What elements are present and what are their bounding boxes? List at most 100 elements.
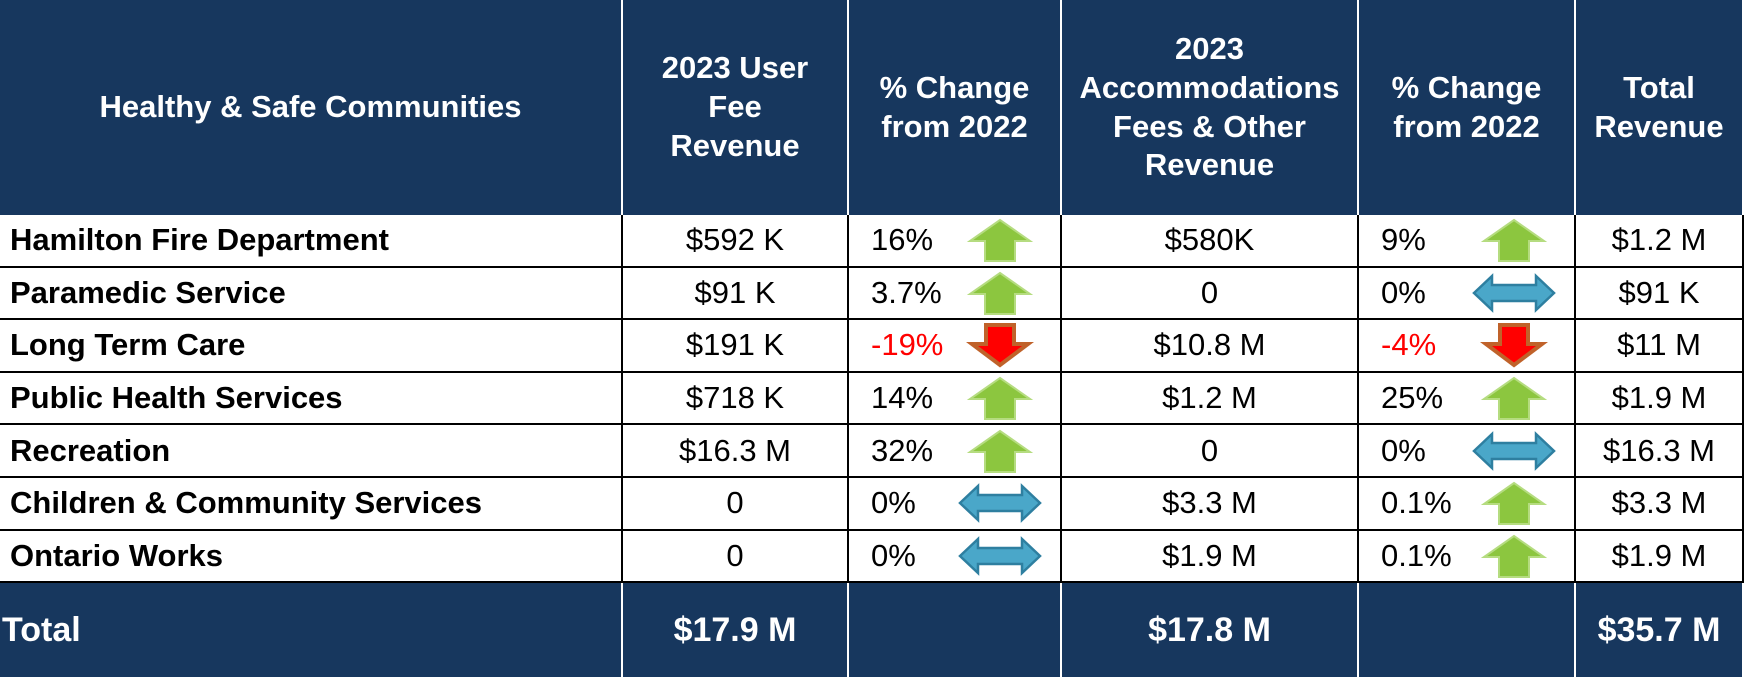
cell-text: $580K [1164,222,1255,258]
cell-text: 14% [871,380,934,416]
name-cell: Paramedic Service [0,267,623,321]
header-text: 2023 User [661,50,809,86]
trend-arrow [966,429,1034,473]
trend-arrow [966,219,1034,263]
name-cell: Public Health Services [0,372,623,426]
user-fee-change-cell: 32% [849,425,1062,478]
total-cell: Total [0,583,623,677]
total-cell: $35.7 M [1576,583,1744,677]
cell-text: $91 K [1618,274,1700,310]
user-fee-cell: 0 [623,530,849,584]
cell-text: Long Term Care [10,327,246,363]
total-text: $17.9 M [673,610,797,649]
cell-text: -19% [871,327,944,363]
cell-text: 0 [726,485,744,521]
trend-arrow [958,535,1042,576]
user-fee-change-cell: 0% [849,478,1062,531]
cell-text: $3.3 M [1611,485,1707,521]
total-cell: $17.9 M [623,583,849,677]
header-text: 2023 [1175,31,1244,66]
header-cell: 2023 User Fee Revenue [623,0,849,215]
trend-arrow [966,376,1034,421]
accommodations-cell: 0 [1062,267,1359,321]
total-text: $35.7 M [1597,610,1721,649]
trend-arrow [966,323,1034,368]
accommodations-change-cell: 0% [1359,425,1576,478]
header-text: Fee [708,89,762,125]
cell-text: $3.3 M [1162,485,1257,521]
total-cell: $1.2 M [1576,215,1744,268]
accommodations-change-cell: 0.1% [1359,530,1576,584]
cell-text: $91 K [694,274,776,310]
user-fee-cell: $191 K [623,320,849,373]
trend-arrow [1480,482,1548,526]
cell-text: 3.7% [871,274,942,310]
total-cell: $1.9 M [1576,530,1744,584]
user-fee-change-cell: 14% [849,372,1062,426]
cell-text: Public Health Services [10,380,343,416]
cell-text: 0 [1200,274,1219,310]
name-cell: Children & Community Services [0,478,623,531]
accommodations-cell: $1.9 M [1062,530,1359,584]
cell-text: 32% [871,432,934,468]
cell-text: $1.9 M [1611,537,1707,573]
accommodations-change-cell: 0.1% [1359,478,1576,531]
header-text: from 2022 [881,108,1028,144]
trend-arrow [958,483,1042,524]
cell-text: 0 [726,537,744,573]
accommodations-cell: $3.3 M [1062,478,1359,531]
header-cell: % Change from 2022 [1359,0,1576,215]
total-text: $17.8 M [1148,610,1271,649]
total-text: Total [2,610,81,649]
total-cell: $1.9 M [1576,372,1744,426]
header-text: Revenue [1144,147,1275,183]
user-fee-change-cell: 0% [849,530,1062,584]
accommodations-cell: $1.2 M [1062,372,1359,426]
total-cell [849,583,1062,677]
header-cell: 2023 Accommodations Fees & Other Revenue [1062,0,1359,215]
cell-text: 9% [1381,222,1426,258]
user-fee-change-cell: 16% [849,215,1062,268]
accommodations-change-cell: -4% [1359,320,1576,373]
user-fee-cell: $718 K [623,372,849,426]
accommodations-cell: 0 [1062,425,1359,478]
trend-arrow [1472,272,1556,313]
trend-arrow [1480,534,1548,578]
trend-arrow [1480,323,1548,368]
user-fee-cell: 0 [623,478,849,531]
cell-text: $1.2 M [1611,222,1707,258]
cell-text: 16% [871,222,934,258]
user-fee-cell: $16.3 M [623,425,849,478]
cell-text: 0% [1381,432,1426,468]
header-text: Fees & Other [1113,108,1306,144]
header-cell: % Change from 2022 [849,0,1062,215]
accommodations-cell: $10.8 M [1062,320,1359,373]
user-fee-change-cell: -19% [849,320,1062,373]
header-text: Revenue [670,127,800,163]
total-cell: $91 K [1576,267,1744,321]
cell-text: $191 K [685,327,785,363]
cell-text: 0.1% [1381,537,1452,573]
cell-text: $16.3 M [1602,432,1715,468]
cell-text: $11 M [1617,327,1701,363]
header-text: Revenue [1594,108,1724,144]
cell-text: 0 [1200,432,1219,468]
name-cell: Ontario Works [0,530,623,584]
header-text: Accommodations [1079,69,1340,105]
header-text: from 2022 [1393,108,1540,144]
total-cell [1359,583,1576,677]
total-cell: $17.8 M [1062,583,1359,677]
cell-text: $1.9 M [1162,537,1257,573]
accommodations-change-cell: 0% [1359,267,1576,321]
name-cell: Hamilton Fire Department [0,215,623,268]
cell-text: $16.3 M [678,432,791,468]
cell-text: Children & Community Services [10,485,483,521]
header-cell: Total Revenue [1576,0,1744,215]
trend-arrow [1480,376,1548,421]
user-fee-cell: $592 K [623,215,849,268]
total-cell: $3.3 M [1576,478,1744,531]
user-fee-cell: $91 K [623,267,849,321]
accommodations-change-cell: 25% [1359,372,1576,426]
header-cell: Healthy & Safe Communities [0,0,623,215]
